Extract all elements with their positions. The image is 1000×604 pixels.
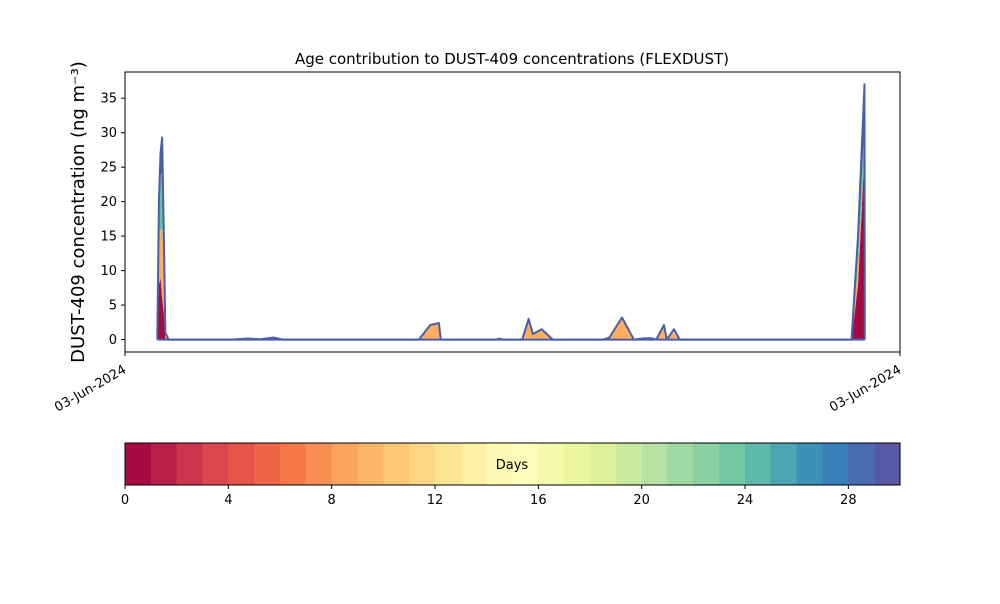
colorbar-tick-label: 8 [328,493,336,508]
colorbar-bin [667,443,694,485]
colorbar-bin [770,443,798,485]
colorbar-tick-label: 28 [840,493,857,508]
colorbar-label: Days [496,458,529,473]
colorbar-tick-label: 4 [224,493,232,508]
colorbar-bin [693,443,720,485]
stacked-areas [156,83,866,341]
colorbar-bin [615,443,643,485]
area-series-1 [157,153,865,340]
colorbar-tick-label: 24 [737,493,754,508]
x-axis-ticks: 03-Jun-2024 03-Jun-2024 [52,352,904,415]
y-tick-label: 10 [100,264,117,279]
colorbar-bin [125,443,152,485]
y-axis-label: DUST-409 concentration (ng m⁻³) [68,61,89,363]
colorbar-bin [486,443,513,485]
colorbar-bin [176,443,203,485]
colorbar-tick-label: 20 [633,493,650,508]
colorbar-bin [254,443,281,485]
colorbar-bin [202,443,229,485]
y-tick-label: 0 [109,333,117,348]
colorbar-bin [512,443,539,485]
colorbar-bin [848,443,875,485]
colorbar-bin [822,443,849,485]
colorbar-bin [719,443,746,485]
total-line [156,83,866,341]
x-tick-label: 03-Jun-2024 [52,362,129,415]
y-tick-label: 15 [100,230,117,245]
colorbar-bin [150,443,178,485]
colorbar-bin [874,443,901,485]
colorbar-bin [280,443,307,485]
colorbar-bin [590,443,617,485]
y-tick-label: 30 [100,126,117,141]
area-series-3 [157,84,865,340]
y-tick-label: 20 [100,195,117,210]
chart-title: Age contribution to DUST-409 concentrati… [295,50,729,68]
y-tick-label: 25 [100,161,117,176]
colorbar-bin [409,443,436,485]
colorbar-bin [331,443,358,485]
colorbar-bin [564,443,591,485]
y-tick-label: 35 [100,92,117,107]
colorbar-bin [435,443,462,485]
area-series-0 [157,153,865,340]
y-tick-label: 5 [109,299,117,314]
colorbar-bin [796,443,823,485]
y-axis-ticks: 0 5 10 15 20 25 30 35 [100,92,125,348]
colorbar-bin [745,443,772,485]
colorbar-bin [357,443,384,485]
colorbar-bin [460,443,488,485]
colorbar-tick-label: 12 [427,493,444,508]
x-tick-label: 03-Jun-2024 [827,362,904,415]
colorbar-bin [383,443,410,485]
colorbar-bin [538,443,565,485]
colorbar-bin [641,443,668,485]
colorbar-tick-label: 16 [530,493,547,508]
colorbar-tick-label: 0 [121,493,129,508]
colorbar-bin [305,443,333,485]
colorbar-frame [124,442,901,486]
colorbar: 0 4 8 12 16 20 24 28 [121,442,901,508]
colorbar-bin [228,443,255,485]
area-series-2 [157,125,865,340]
plot-frame [124,71,901,353]
